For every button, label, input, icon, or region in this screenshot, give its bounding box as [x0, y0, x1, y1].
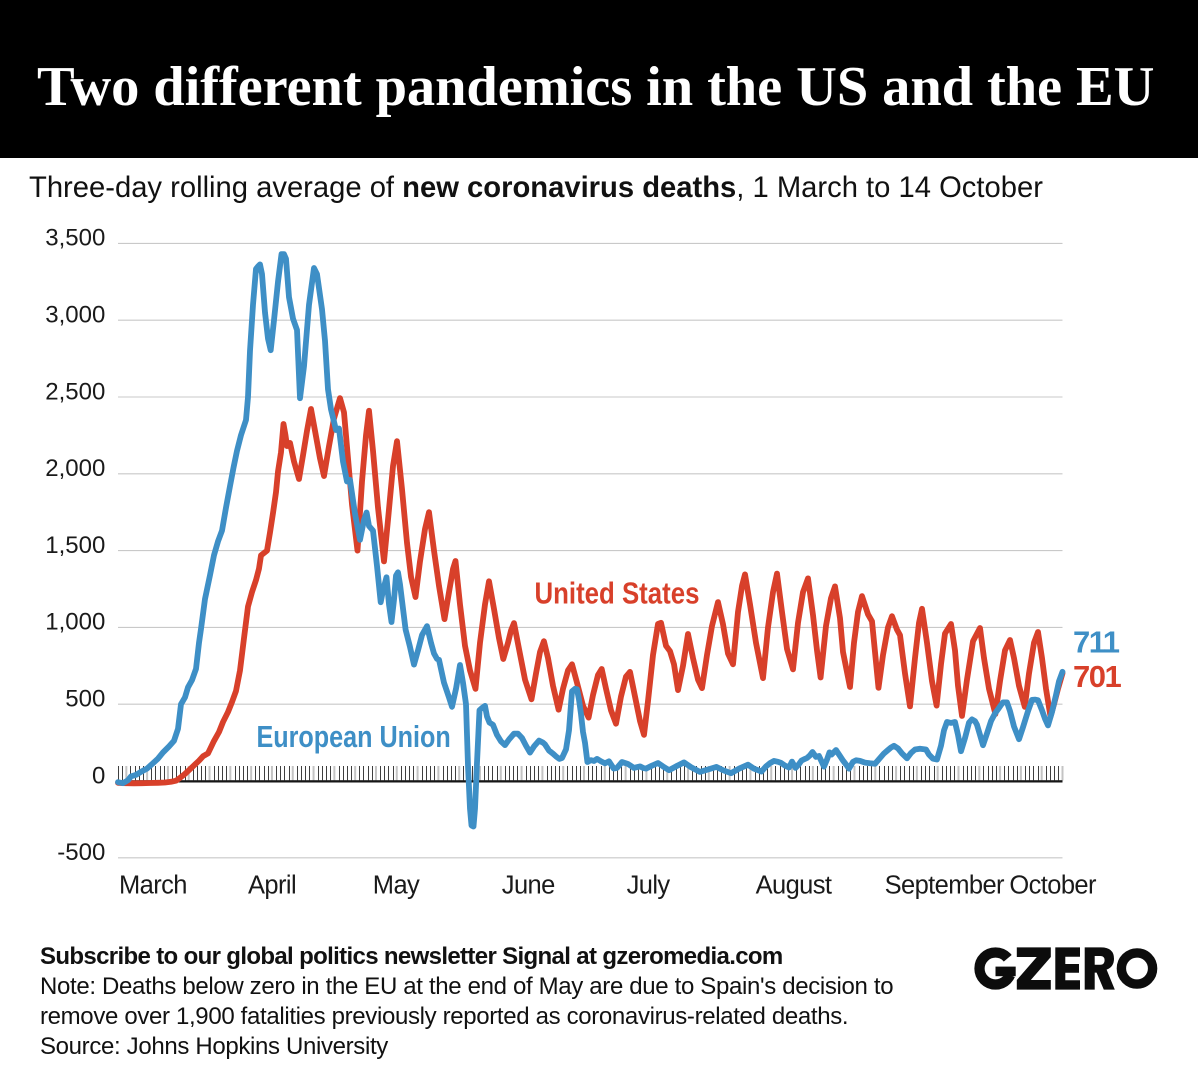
svg-text:2,500: 2,500	[45, 378, 105, 405]
svg-text:May: May	[373, 872, 420, 900]
svg-text:United States: United States	[535, 576, 700, 611]
svg-text:June: June	[502, 872, 555, 900]
svg-text:500: 500	[65, 686, 105, 713]
svg-text:March: March	[119, 872, 187, 900]
svg-text:701: 701	[1073, 659, 1121, 694]
svg-text:711: 711	[1073, 625, 1120, 660]
svg-text:1,000: 1,000	[45, 609, 105, 636]
svg-text:2,000: 2,000	[45, 455, 105, 482]
svg-text:1,500: 1,500	[45, 532, 105, 559]
svg-text:July: July	[627, 872, 671, 900]
svg-text:August: August	[756, 872, 832, 900]
svg-text:0: 0	[92, 762, 105, 789]
svg-text:3,000: 3,000	[45, 302, 105, 329]
svg-text:October: October	[1009, 872, 1097, 900]
svg-text:European Union: European Union	[257, 718, 451, 753]
svg-text:-500: -500	[57, 839, 105, 866]
svg-text:April: April	[248, 872, 296, 900]
svg-text:3,500: 3,500	[45, 225, 105, 252]
svg-text:September: September	[885, 872, 1005, 900]
